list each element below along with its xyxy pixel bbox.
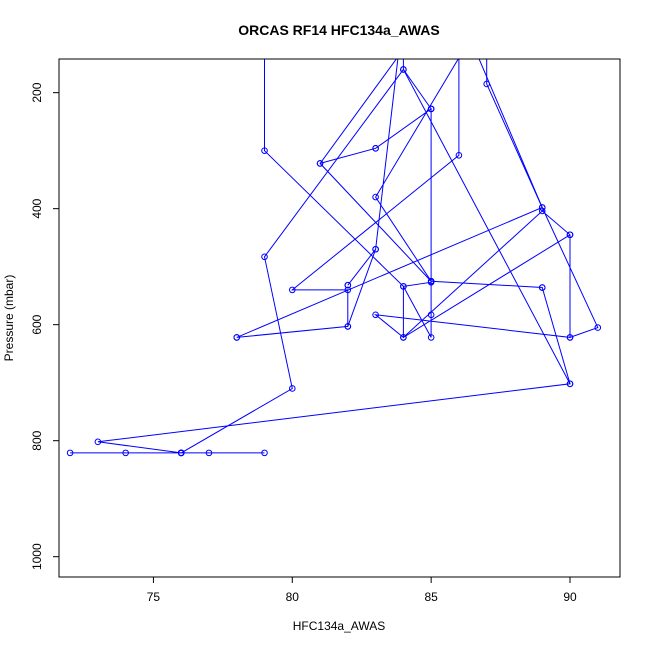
data-point: [427, 277, 435, 285]
data-point: [288, 286, 296, 294]
data-point: [344, 323, 352, 330]
x-tick-label: 85: [424, 590, 438, 604]
data-point: [566, 334, 574, 341]
data-point: [372, 311, 379, 319]
data-point: [261, 253, 268, 261]
y-tick-label: 400: [30, 198, 44, 218]
data-point: [316, 160, 324, 167]
x-tick-label: 80: [286, 590, 300, 604]
y-tick-label: 200: [30, 82, 44, 102]
series-line: [264, 59, 571, 339]
data-point: [372, 245, 379, 253]
data-point: [566, 380, 574, 388]
y-tick-label: 600: [30, 314, 44, 334]
x-tick-label: 90: [563, 590, 577, 604]
data-point: [455, 151, 463, 159]
data-point: [66, 449, 74, 457]
data-point: [122, 449, 129, 457]
data-point: [427, 334, 435, 341]
data-point: [456, 9, 462, 15]
data-point: [427, 105, 435, 113]
chart-title: ORCAS RF14 HFC134a_AWAS: [238, 22, 440, 38]
data-point: [372, 193, 379, 201]
data-point: [400, 66, 407, 73]
y-axis-label: Pressure (mbar): [2, 275, 16, 362]
data-point: [538, 284, 546, 291]
y-tick-label: 1000: [30, 543, 44, 570]
data-point: [177, 449, 185, 457]
series-line: [319, 59, 599, 338]
x-axis-label: HFC134a_AWAS: [293, 619, 385, 633]
series-line: [70, 68, 571, 454]
data-point: [538, 204, 546, 211]
data-point: [427, 311, 435, 319]
data-point: [372, 145, 379, 152]
data-point: [594, 324, 602, 331]
data-point: [483, 80, 490, 88]
x-axis: 75 80 85 90: [147, 577, 577, 604]
x-tick-label: 75: [147, 590, 161, 604]
data-point: [400, 334, 407, 341]
data-point: [261, 147, 268, 154]
data-point: [344, 286, 352, 294]
y-tick-label: 800: [30, 430, 44, 450]
data-point: [344, 281, 352, 289]
series-line: [319, 59, 571, 384]
data-point: [94, 438, 102, 446]
data-point: [400, 283, 407, 290]
data-point: [428, 9, 434, 15]
data-point: [233, 334, 241, 341]
data-point: [566, 231, 574, 239]
data-point: [205, 449, 213, 457]
data-point: [262, 9, 268, 15]
data-point: [401, 9, 407, 15]
plot-frame: [58, 58, 621, 578]
series-layer: [66, 9, 602, 457]
data-point: [261, 449, 268, 457]
y-axis: 200 400 600 800 1000: [30, 82, 59, 570]
data-point: [484, 9, 490, 15]
data-point: [288, 385, 296, 392]
